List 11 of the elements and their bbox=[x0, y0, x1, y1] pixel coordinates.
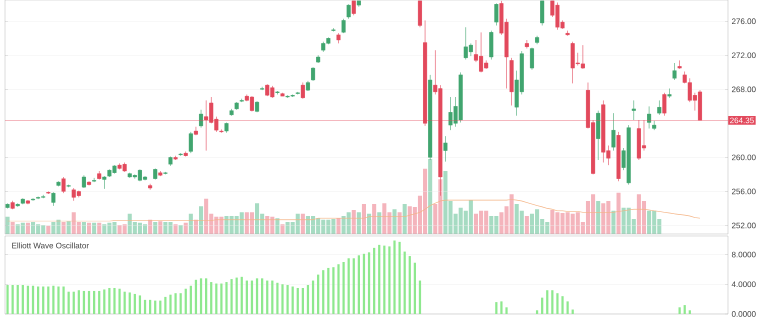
y-tick-label: 0.0000 bbox=[732, 311, 756, 317]
text: Elliott Wave Oscillator bbox=[12, 242, 89, 248]
ref-line-label: 264.35 bbox=[730, 118, 754, 124]
y-tick-label: 256.00 bbox=[732, 188, 756, 194]
y-tick-label: 260.00 bbox=[732, 154, 756, 160]
y-tick-label: 276.00 bbox=[732, 18, 756, 24]
y-tick-label: 8.0000 bbox=[732, 252, 756, 258]
y-tick-label: 268.00 bbox=[732, 86, 756, 92]
y-tick-label: 252.00 bbox=[732, 222, 756, 228]
y-tick-label: 4.0000 bbox=[732, 281, 756, 288]
y-tick-label: 272.00 bbox=[732, 52, 756, 58]
